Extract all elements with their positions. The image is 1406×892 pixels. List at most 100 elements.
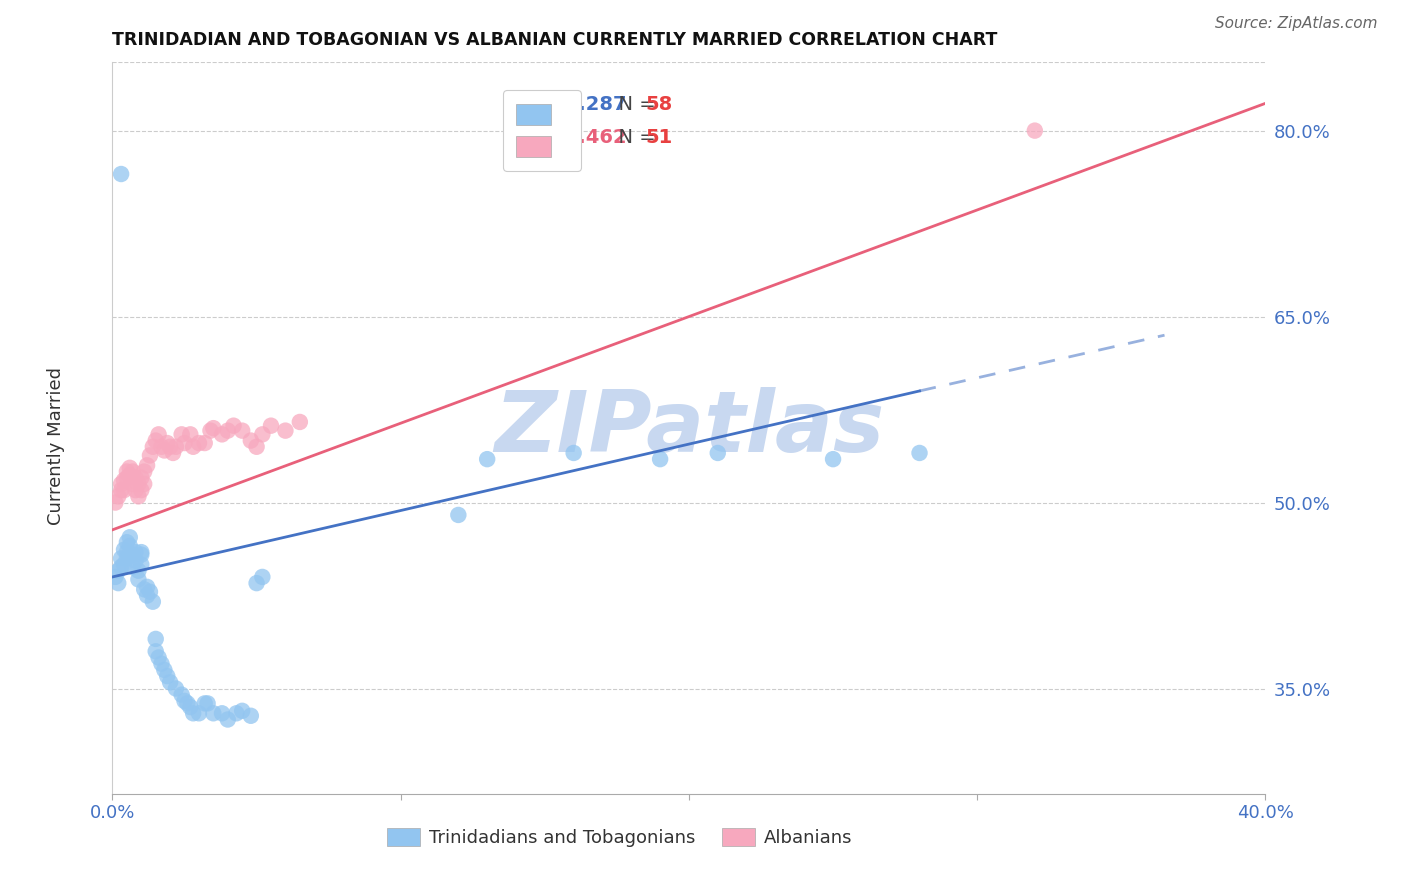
Text: N =: N = bbox=[606, 95, 662, 114]
Point bbox=[145, 644, 167, 658]
Point bbox=[107, 564, 129, 578]
Point bbox=[139, 584, 162, 599]
Point bbox=[159, 675, 181, 690]
Point bbox=[129, 471, 153, 485]
Point bbox=[127, 477, 149, 491]
Point bbox=[121, 477, 143, 491]
Text: 0.462: 0.462 bbox=[565, 128, 627, 146]
Point bbox=[110, 551, 132, 566]
Point bbox=[173, 436, 195, 450]
Point bbox=[225, 706, 247, 721]
Point bbox=[134, 477, 156, 491]
Point bbox=[115, 465, 138, 479]
Point bbox=[124, 471, 146, 485]
Point bbox=[231, 704, 253, 718]
Point bbox=[239, 434, 262, 448]
Text: TRINIDADIAN AND TOBAGONIAN VS ALBANIAN CURRENTLY MARRIED CORRELATION CHART: TRINIDADIAN AND TOBAGONIAN VS ALBANIAN C… bbox=[112, 31, 998, 49]
Point bbox=[274, 424, 297, 438]
Point bbox=[129, 558, 153, 572]
Point bbox=[239, 708, 262, 723]
Point bbox=[153, 443, 176, 458]
Point bbox=[112, 473, 135, 487]
Point bbox=[156, 669, 179, 683]
Point bbox=[110, 560, 132, 574]
Point bbox=[165, 681, 187, 696]
Point bbox=[150, 657, 173, 671]
Point bbox=[252, 570, 274, 584]
Point bbox=[179, 427, 201, 442]
Point bbox=[145, 632, 167, 646]
Text: R =: R = bbox=[533, 128, 576, 146]
Text: 58: 58 bbox=[645, 95, 672, 114]
Text: N =: N = bbox=[606, 128, 662, 146]
Point bbox=[110, 477, 132, 491]
Legend: Trinidadians and Tobagonians, Albanians: Trinidadians and Tobagonians, Albanians bbox=[380, 821, 859, 855]
Text: 0.287: 0.287 bbox=[565, 95, 627, 114]
Point bbox=[188, 706, 211, 721]
Point bbox=[124, 554, 146, 568]
Point bbox=[115, 535, 138, 549]
Point bbox=[194, 436, 217, 450]
Text: Currently Married: Currently Married bbox=[48, 367, 65, 525]
Point bbox=[124, 483, 146, 497]
Point bbox=[148, 650, 170, 665]
Point bbox=[159, 440, 181, 454]
Point bbox=[107, 489, 129, 503]
Point bbox=[202, 421, 225, 435]
Point bbox=[104, 570, 127, 584]
Point bbox=[217, 424, 239, 438]
Point bbox=[136, 458, 159, 473]
Point bbox=[134, 465, 156, 479]
Text: ZIPatlas: ZIPatlas bbox=[494, 386, 884, 470]
Point bbox=[112, 483, 135, 497]
Point bbox=[142, 440, 165, 454]
Point bbox=[246, 440, 269, 454]
Point bbox=[170, 427, 193, 442]
Point bbox=[118, 530, 141, 544]
Point bbox=[118, 468, 141, 483]
Point bbox=[173, 694, 195, 708]
Point bbox=[194, 697, 217, 711]
Point bbox=[181, 440, 204, 454]
Point bbox=[181, 706, 204, 721]
Point bbox=[156, 436, 179, 450]
Point bbox=[188, 436, 211, 450]
Point bbox=[908, 446, 931, 460]
Point bbox=[127, 573, 149, 587]
Point bbox=[134, 582, 156, 597]
Point bbox=[136, 580, 159, 594]
Point bbox=[118, 539, 141, 553]
Point bbox=[252, 427, 274, 442]
Point bbox=[162, 446, 184, 460]
Point bbox=[121, 465, 143, 479]
Point bbox=[127, 564, 149, 578]
Point bbox=[475, 452, 499, 467]
Point bbox=[217, 713, 239, 727]
Point bbox=[150, 440, 173, 454]
Point bbox=[115, 545, 138, 559]
Point bbox=[176, 697, 198, 711]
Point bbox=[110, 167, 132, 181]
Point bbox=[211, 427, 233, 442]
Point bbox=[288, 415, 311, 429]
Text: 51: 51 bbox=[645, 128, 672, 146]
Point bbox=[153, 663, 176, 677]
Point bbox=[170, 688, 193, 702]
Point bbox=[107, 576, 129, 591]
Point bbox=[707, 446, 730, 460]
Point bbox=[650, 452, 672, 467]
Point bbox=[179, 700, 201, 714]
Point bbox=[139, 449, 162, 463]
Point bbox=[231, 424, 253, 438]
Point bbox=[121, 560, 143, 574]
Point bbox=[142, 595, 165, 609]
Point bbox=[136, 589, 159, 603]
Point bbox=[222, 418, 245, 433]
Point bbox=[121, 548, 143, 562]
Point bbox=[124, 545, 146, 559]
Point bbox=[112, 558, 135, 572]
Point bbox=[211, 706, 233, 721]
Point bbox=[197, 697, 219, 711]
Text: R =: R = bbox=[533, 95, 576, 114]
Point bbox=[129, 483, 153, 497]
